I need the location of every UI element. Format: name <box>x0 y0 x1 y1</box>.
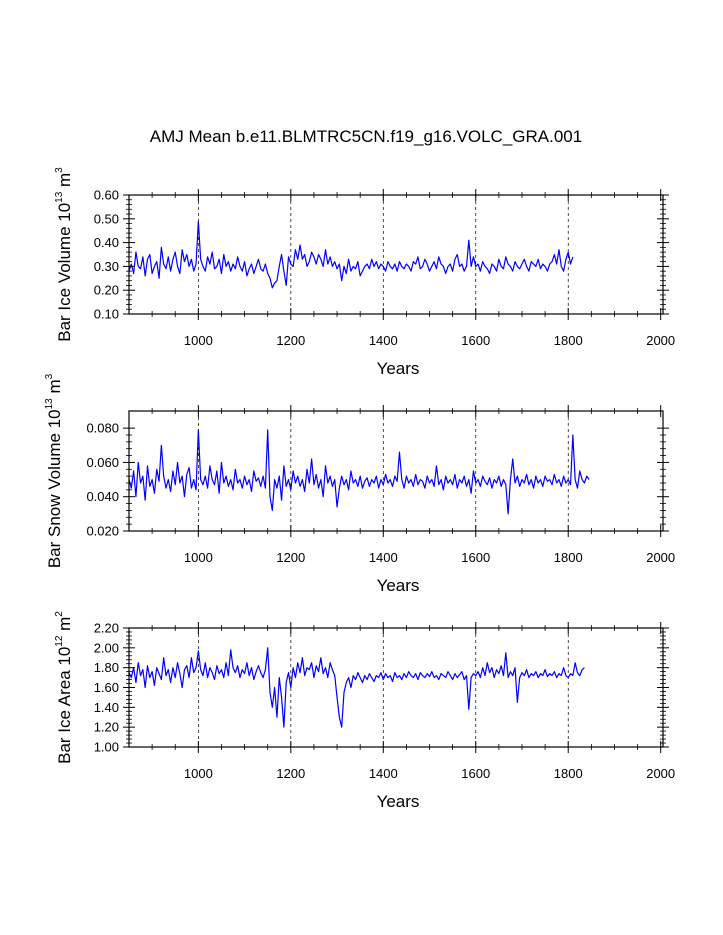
panel-ice-volume: 1000 1200 1400 1600 1800 2000 0.10 0.20 0.30 0.40… <box>54 167 675 378</box>
x-tick-label: 1600 <box>461 550 490 565</box>
y-axis-label-part: Bar Ice Area 10 <box>55 647 74 764</box>
x-tick-label: 1000 <box>184 766 213 781</box>
x-tick-label: 1000 <box>184 550 213 565</box>
y-axis-label: Bar Ice Area 1012 m2 <box>54 611 74 764</box>
y-axis-label-superscript: 12 <box>54 635 65 647</box>
x-tick-label: 2000 <box>646 550 675 565</box>
y-tick-label: 0.040 <box>86 489 119 504</box>
y-tick-label: 2.00 <box>94 640 119 655</box>
x-tick-label: 1400 <box>369 333 398 348</box>
y-tick-label: 0.10 <box>94 307 119 322</box>
y-axis-label-part: Bar Snow Volume 10 <box>45 409 64 568</box>
x-tick-label: 1600 <box>461 333 490 348</box>
plot-frame <box>128 410 664 532</box>
y-tick-label: 1.00 <box>94 740 119 755</box>
y-tick-label: 1.80 <box>94 660 119 675</box>
y-tick-label: 1.40 <box>94 700 119 715</box>
y-axis-label-part: m <box>55 617 74 636</box>
x-axis-label: Years <box>377 359 420 378</box>
panel-snow-volume: 1000 1200 1400 1600 1800 2000 0.020 0.040 0.060 0… <box>44 373 675 595</box>
y-axis-label-superscript: 3 <box>44 373 55 379</box>
y-tick-label: 0.020 <box>86 524 119 539</box>
x-axis-label: Years <box>377 792 420 811</box>
y-axis-label-superscript: 13 <box>54 191 65 203</box>
x-tick-label: 1800 <box>554 550 583 565</box>
y-tick-label: 0.080 <box>86 421 119 436</box>
y-tick-label: 0.60 <box>94 188 119 203</box>
y-tick-label: 1.20 <box>94 720 119 735</box>
x-tick-label: 2000 <box>646 333 675 348</box>
series-line-ice-area <box>128 647 585 728</box>
y-axis-label: Bar Ice Volume 1013 m3 <box>54 167 74 342</box>
x-tick-label: 1200 <box>276 333 305 348</box>
x-tick-label: 1800 <box>554 766 583 781</box>
y-tick-label: 1.60 <box>94 680 119 695</box>
series-line-snow-volume <box>128 429 590 515</box>
y-axis-label: Bar Snow Volume 1013 m3 <box>44 373 64 568</box>
series-line-ice-volume <box>128 220 574 289</box>
y-tick-label: 0.50 <box>94 211 119 226</box>
x-tick-label: 1200 <box>276 550 305 565</box>
y-tick-label: 2.20 <box>94 621 119 636</box>
y-tick-label: 0.40 <box>94 235 119 250</box>
y-axis-label-superscript: 13 <box>44 398 55 410</box>
y-tick-label: 0.060 <box>86 455 119 470</box>
x-tick-label: 1400 <box>369 550 398 565</box>
y-axis-label-superscript: 2 <box>54 611 65 617</box>
plot-frame <box>128 194 664 315</box>
x-tick-label: 1200 <box>276 766 305 781</box>
figure-title: AMJ Mean b.e11.BLMTRC5CN.f19_g16.VOLC_GR… <box>150 127 582 146</box>
y-axis-label-part: Bar Ice Volume 10 <box>55 203 74 342</box>
y-axis-label-part: m <box>55 173 74 192</box>
x-axis-label: Years <box>377 576 420 595</box>
x-tick-label: 1600 <box>461 766 490 781</box>
x-tick-label: 1400 <box>369 766 398 781</box>
x-tick-label: 2000 <box>646 766 675 781</box>
x-tick-label: 1000 <box>184 333 213 348</box>
panel-ice-area: 1000 1200 1400 1600 1800 2000 1.00 1.20 1.40 1.60… <box>54 611 675 811</box>
y-tick-label: 0.20 <box>94 283 119 298</box>
y-axis-label-part: m <box>45 379 64 398</box>
y-tick-label: 0.30 <box>94 259 119 274</box>
y-axis-label-superscript: 3 <box>54 167 65 173</box>
x-tick-label: 1800 <box>554 333 583 348</box>
